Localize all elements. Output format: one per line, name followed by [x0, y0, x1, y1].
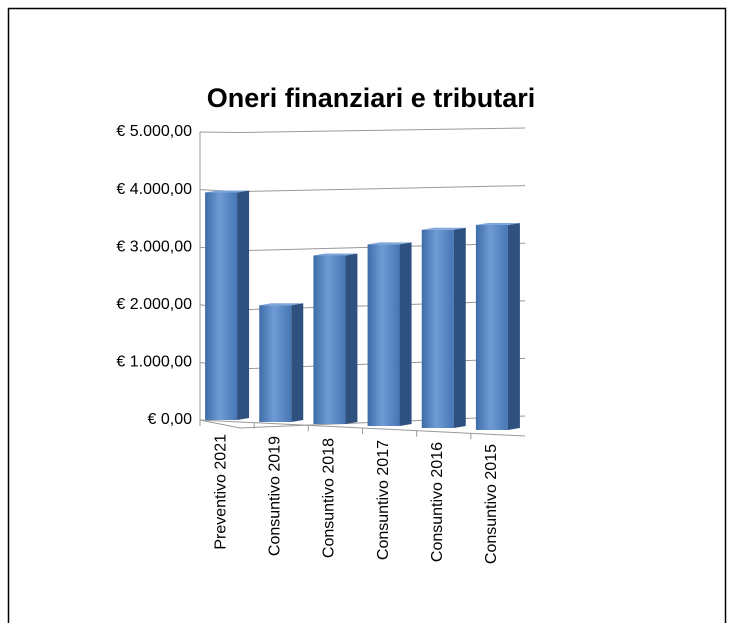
x-tick-label: Consuntivo 2016	[429, 442, 446, 562]
y-tick-label: € 0,00	[148, 411, 193, 428]
x-tick-label: Consuntivo 2017	[375, 440, 392, 560]
y-tick-label: € 4.000,00	[116, 181, 192, 198]
x-tick-label: Consuntivo 2015	[483, 444, 500, 564]
bar	[475, 225, 508, 430]
bar-top	[205, 190, 250, 193]
y-tick-label: € 5.000,00	[116, 123, 192, 140]
bar-top	[475, 223, 520, 226]
x-tick-label: Consuntivo 2018	[321, 438, 338, 558]
y-tick-label: € 2.000,00	[116, 296, 192, 313]
bar	[313, 255, 346, 424]
bar	[421, 229, 454, 428]
x-tick-label: Preventivo 2021	[212, 434, 229, 550]
y-tick-label: € 3.000,00	[116, 238, 192, 255]
bar-top	[367, 242, 412, 245]
chart-title: Oneri finanziari e tributari	[207, 83, 536, 113]
bar-side	[507, 223, 520, 430]
bar-side	[453, 227, 466, 428]
bar	[367, 244, 400, 426]
bar-side	[237, 190, 250, 420]
y-tick-label: € 1.000,00	[116, 354, 192, 371]
bar-side	[399, 242, 412, 426]
bar-top	[313, 253, 358, 256]
bar-side	[291, 303, 304, 422]
bar	[259, 305, 292, 422]
chart-frame	[7, 7, 727, 623]
bar-top	[421, 227, 466, 230]
bar	[205, 192, 238, 420]
grid-line	[199, 127, 526, 134]
bar-side	[345, 253, 358, 424]
bar-top	[259, 303, 304, 306]
x-tick-label: Consuntivo 2019	[266, 436, 283, 556]
